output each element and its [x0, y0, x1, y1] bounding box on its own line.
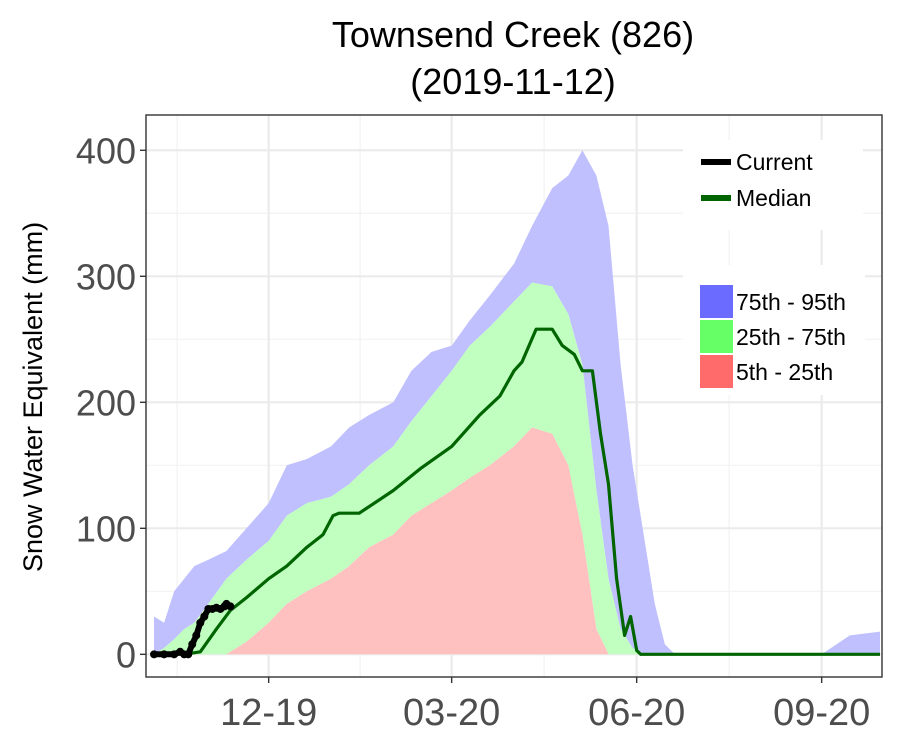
current-point — [150, 650, 159, 659]
x-tick-label: 12-19 — [220, 692, 317, 734]
x-tick-label: 03-20 — [403, 692, 500, 734]
legend-band-swatch — [700, 320, 733, 353]
legend-line-label: Current — [736, 149, 813, 175]
plot-border — [145, 114, 883, 678]
x-tick-label: 06-20 — [588, 692, 685, 734]
current-point — [196, 618, 205, 627]
legend-band-label: 75th - 95th — [736, 289, 846, 315]
median-line — [154, 327, 880, 656]
current-point — [226, 602, 235, 611]
current-point — [188, 640, 197, 649]
plot-area: 0 100 200 300 400 12-19 03-20 06-20 09-20 Current… — [76, 114, 883, 734]
chart-title-line-2: (2019-11-12) — [410, 61, 615, 102]
band-5th-25th — [154, 427, 880, 655]
y-tick-label: 300 — [76, 256, 136, 297]
chart-title-line-1: Townsend Creek (826) — [332, 14, 694, 55]
y-axis-label: Snow Water Equivalent (mm) — [18, 222, 48, 572]
current-point — [200, 612, 209, 621]
y-tick-label: 400 — [76, 130, 136, 171]
legend: Current Median 75th - 95th 25th - 75th 5th -… — [683, 140, 865, 395]
legend-band-swatch — [700, 355, 733, 388]
y-tick-label: 0 — [116, 634, 136, 675]
legend-line-label: Median — [736, 185, 811, 211]
y-tick-label: 200 — [76, 382, 136, 423]
legend-band-label: 5th - 25th — [736, 359, 833, 385]
current-point — [160, 650, 169, 659]
x-tick-label: 09-20 — [773, 692, 870, 734]
legend-band-swatch — [700, 285, 733, 318]
y-tick-label: 100 — [76, 508, 136, 549]
band-25th-75th — [154, 282, 880, 655]
legend-band-label: 25th - 75th — [736, 324, 846, 350]
current-point — [170, 650, 179, 659]
current-point — [192, 631, 201, 640]
current-point — [184, 650, 193, 659]
legend-lines-background — [683, 140, 863, 230]
